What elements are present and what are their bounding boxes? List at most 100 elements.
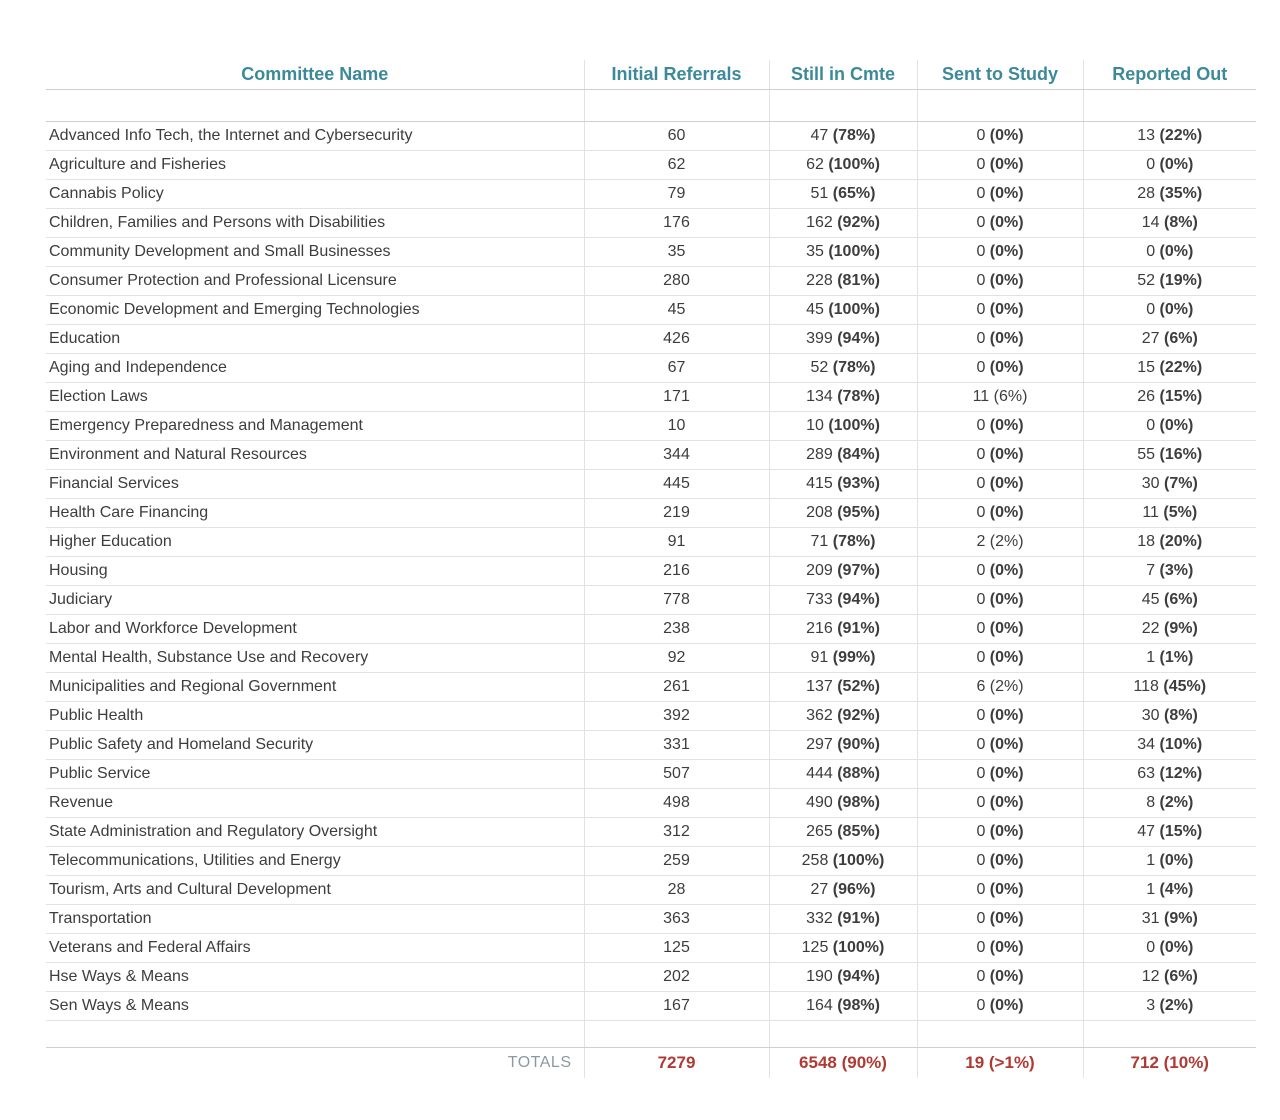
cell-percent: (0%) [1159,852,1194,869]
cell-count: 6 [976,678,990,695]
table-row: Public Service 507 444 (88%) 0 (0%) 63 (12%) [46,759,1256,789]
cell-percent: (0%) [989,649,1024,666]
table-row: Cannabis Policy 79 51 (65%) 0 (0%) 28 (35%) [46,179,1256,209]
sent-to-study-cell: 0 (0%) [916,556,1083,586]
still-in-cmte-cell: 216 (91%) [768,614,917,644]
committee-name-cell: Public Service [46,759,584,789]
totals-label: TOTALS [507,1054,572,1071]
cell-percent: (0%) [989,504,1024,521]
initial-referrals-cell: 331 [583,730,769,760]
sent-to-study-cell: 0 (0%) [916,498,1083,528]
cell-percent: (0%) [989,823,1024,840]
cell-count: 47 [1137,823,1160,840]
cell-count: 0 [976,417,990,434]
cell-count: 15 [1137,359,1160,376]
cell-count: 52 [1137,272,1160,289]
cell-count: 28 [1137,185,1160,202]
initial-referrals-cell: 426 [583,324,769,354]
still-in-cmte-cell: 228 (81%) [768,266,917,296]
cell-percent: (78%) [837,388,880,405]
cell-count: 265 [806,823,838,840]
cell-percent: (90%) [837,736,880,753]
spacer-cell [46,89,584,122]
cell-percent: (0%) [989,475,1024,492]
table-row: Advanced Info Tech, the Internet and Cyb… [46,121,1256,151]
column-header-still-in-cmte[interactable]: Still in Cmte [768,60,917,90]
reported-out-cell: 28 (35%) [1082,179,1256,209]
sent-to-study-cell: 0 (0%) [916,121,1083,151]
sent-to-study-cell: 0 (0%) [916,208,1083,238]
sent-to-study-cell: 0 (0%) [916,469,1083,499]
spacer-row [46,1020,1256,1048]
cell-count: 362 [806,707,838,724]
still-in-cmte-cell: 297 (90%) [768,730,917,760]
cell-percent: (0%) [989,446,1024,463]
cell-percent: (100%) [828,301,880,318]
cell-count: 733 [806,591,838,608]
cell-count: 27 [810,881,833,898]
still-in-cmte-cell: 91 (99%) [768,643,917,673]
column-header-reported-out[interactable]: Reported Out [1082,60,1256,90]
committee-name-cell: Consumer Protection and Professional Lic… [46,266,584,296]
reported-out-cell: 7 (3%) [1082,556,1256,586]
cell-count: 30 [1141,475,1164,492]
cell-percent: (19%) [1159,272,1203,289]
cell-percent: (0%) [1159,301,1194,318]
cell-count: 11 [1142,504,1164,521]
initial-referrals-cell: 445 [583,469,769,499]
cell-count: 3 [1146,997,1160,1014]
still-in-cmte-cell: 265 (85%) [768,817,917,847]
cell-percent: (3%) [1159,562,1194,579]
committee-name-cell: Public Safety and Homeland Security [46,730,584,760]
cell-percent: (8%) [1163,707,1198,724]
committee-name-cell: Public Health [46,701,584,731]
cell-percent: (2%) [989,678,1024,695]
cell-count: 2 [976,533,990,550]
reported-out-cell: 118 (45%) [1082,672,1256,702]
reported-out-cell: 22 (9%) [1082,614,1256,644]
initial-referrals-cell: 28 [583,875,769,905]
still-in-cmte-cell: 258 (100%) [768,846,917,876]
column-header-initial-referrals[interactable]: Initial Referrals [583,60,769,90]
initial-referrals-cell: 125 [583,933,769,963]
committee-name-cell: Revenue [46,788,584,818]
cell-percent: (100%) [828,243,880,260]
sent-to-study-cell: 0 (0%) [916,237,1083,267]
initial-referrals-cell: 363 [583,904,769,934]
cell-count: 0 [976,910,990,927]
initial-referrals-cell: 176 [583,208,769,238]
reported-out-cell: 27 (6%) [1082,324,1256,354]
cell-count: 7 [1146,562,1160,579]
committee-name-cell: Mental Health, Substance Use and Recover… [46,643,584,673]
spacer-cell [768,89,917,122]
initial-referrals-cell: 171 [583,382,769,412]
table-row: Municipalities and Regional Government 26… [46,672,1256,702]
still-in-cmte-cell: 332 (91%) [768,904,917,934]
cell-percent: (7%) [1163,475,1198,492]
reported-out-cell: 52 (19%) [1082,266,1256,296]
cell-count: 0 [976,127,990,144]
committee-name-cell: Housing [46,556,584,586]
table-row: Children, Families and Persons with Disa… [46,208,1256,238]
table-row: Sen Ways & Means 167 164 (98%) 0 (0%) 3 (2%) [46,991,1256,1021]
cell-percent: (0%) [989,881,1024,898]
column-header-sent-to-study[interactable]: Sent to Study [916,60,1083,90]
sent-to-study-cell: 0 (0%) [916,643,1083,673]
reported-out-cell: 0 (0%) [1082,237,1256,267]
cell-count: 190 [806,968,838,985]
cell-count: 0 [976,504,990,521]
reported-out-cell: 31 (9%) [1082,904,1256,934]
totals-row: TOTALS 7279 6548 (90%) 19 (>1%) 712 (10%… [46,1047,1256,1078]
cell-count: 490 [806,794,838,811]
cell-percent: (98%) [837,794,880,811]
cell-count: 8 [1146,794,1160,811]
cell-count: 0 [1146,243,1160,260]
cell-percent: (0%) [989,417,1024,434]
cell-percent: (94%) [837,330,880,347]
committee-name-cell: Transportation [46,904,584,934]
reported-out-cell: 11 (5%) [1082,498,1256,528]
still-in-cmte-cell: 733 (94%) [768,585,917,615]
cell-count: 0 [976,272,990,289]
cell-percent: (0%) [989,997,1024,1014]
column-header-committee-name[interactable]: Committee Name [46,60,584,90]
